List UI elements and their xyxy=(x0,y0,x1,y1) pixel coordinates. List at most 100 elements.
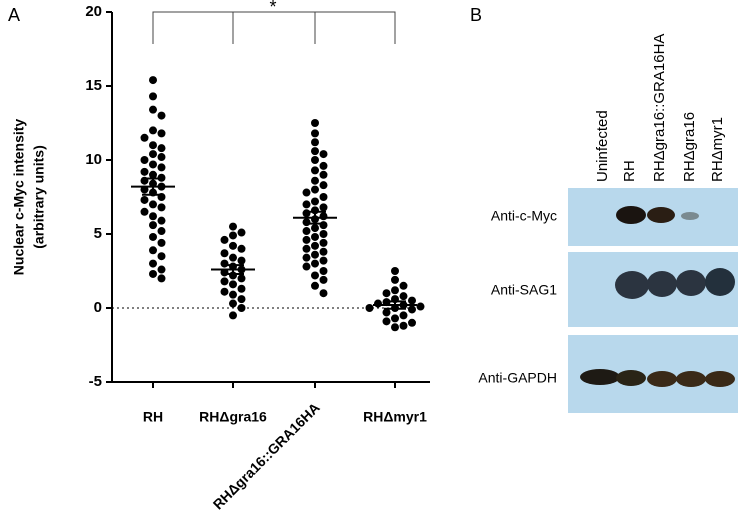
data-point xyxy=(149,232,157,241)
data-point xyxy=(149,269,157,278)
significance-bracket xyxy=(152,11,396,44)
data-point xyxy=(157,238,166,247)
y-tick-label: 20 xyxy=(85,3,102,20)
data-point xyxy=(237,244,246,253)
band xyxy=(681,212,699,220)
data-point xyxy=(220,249,229,258)
band xyxy=(580,369,620,385)
data-point xyxy=(149,170,157,179)
data-point xyxy=(302,235,311,244)
data-point xyxy=(311,281,319,290)
lane-label: RHΔgra16 xyxy=(681,112,698,182)
data-point xyxy=(391,323,399,332)
x-tick-label: RHΔgra16 xyxy=(199,409,267,425)
band xyxy=(616,370,646,386)
data-point xyxy=(319,212,328,221)
data-point xyxy=(157,265,166,274)
data-point xyxy=(149,92,157,101)
y-axis-label: Nuclear c-Myc intensity xyxy=(11,119,27,276)
data-point xyxy=(319,193,328,201)
data-point xyxy=(399,281,408,290)
panel-label: A xyxy=(8,5,20,25)
data-point xyxy=(382,317,391,326)
data-point xyxy=(149,105,157,114)
data-point xyxy=(229,253,237,262)
data-point xyxy=(319,275,328,284)
band xyxy=(647,371,677,387)
data-point xyxy=(157,274,166,283)
row-label: Anti-SAG1 xyxy=(491,282,557,298)
data-point xyxy=(140,167,149,176)
data-point xyxy=(149,126,157,135)
y-tick-label: 0 xyxy=(94,299,102,316)
data-point xyxy=(302,209,311,218)
row-label: Anti-c-Myc xyxy=(491,208,557,224)
data-point xyxy=(220,259,229,268)
data-point xyxy=(302,218,311,227)
data-point xyxy=(382,308,391,317)
data-point xyxy=(408,296,416,305)
data-point xyxy=(157,203,166,212)
data-point xyxy=(157,252,166,261)
data-point xyxy=(302,200,311,209)
data-point xyxy=(157,144,166,153)
panel-label: B xyxy=(470,5,482,25)
band xyxy=(676,270,706,296)
data-point xyxy=(149,200,157,209)
data-point xyxy=(374,299,382,308)
data-point xyxy=(311,271,319,280)
data-point xyxy=(319,181,328,190)
data-point xyxy=(302,188,311,197)
band xyxy=(647,207,675,223)
data-point xyxy=(237,304,246,312)
data-point xyxy=(319,256,328,265)
data-point xyxy=(229,311,237,320)
y-tick-label: 5 xyxy=(94,225,102,242)
data-point xyxy=(319,289,328,298)
data-point xyxy=(157,163,166,172)
data-point xyxy=(220,235,229,244)
data-point xyxy=(149,221,157,230)
data-point xyxy=(311,250,319,259)
data-point xyxy=(302,227,311,236)
band xyxy=(705,371,735,387)
data-point xyxy=(149,246,157,255)
data-point xyxy=(149,212,157,221)
data-point xyxy=(408,305,416,314)
data-point xyxy=(311,197,319,206)
data-point xyxy=(311,241,319,250)
error-bar xyxy=(142,177,164,196)
data-point xyxy=(302,244,311,253)
data-point xyxy=(157,227,166,236)
data-point xyxy=(391,314,399,323)
data-point xyxy=(229,280,237,289)
band xyxy=(705,268,735,296)
error-bar xyxy=(304,210,326,225)
band xyxy=(676,371,706,387)
data-point xyxy=(157,216,166,225)
row-label: Anti-GAPDH xyxy=(478,370,557,386)
data-point xyxy=(311,129,319,138)
data-point xyxy=(311,224,319,233)
data-point xyxy=(311,176,319,185)
x-tick-label: RH xyxy=(143,409,163,425)
y-tick-label: 15 xyxy=(85,77,102,94)
data-point xyxy=(220,277,229,286)
y-tick-label: -5 xyxy=(89,373,102,390)
data-point xyxy=(319,203,328,212)
data-point xyxy=(311,166,319,175)
western-blot xyxy=(568,188,738,413)
data-point xyxy=(140,207,149,216)
data-point xyxy=(149,76,157,85)
data-point xyxy=(311,119,319,127)
data-point xyxy=(302,253,311,262)
data-point xyxy=(311,147,319,156)
data-point xyxy=(157,111,166,120)
significance-mark: * xyxy=(269,0,276,17)
data-point xyxy=(149,259,157,268)
error-bar xyxy=(222,264,244,275)
data-point xyxy=(229,241,237,250)
data-point xyxy=(229,299,237,308)
data-point xyxy=(319,170,328,179)
